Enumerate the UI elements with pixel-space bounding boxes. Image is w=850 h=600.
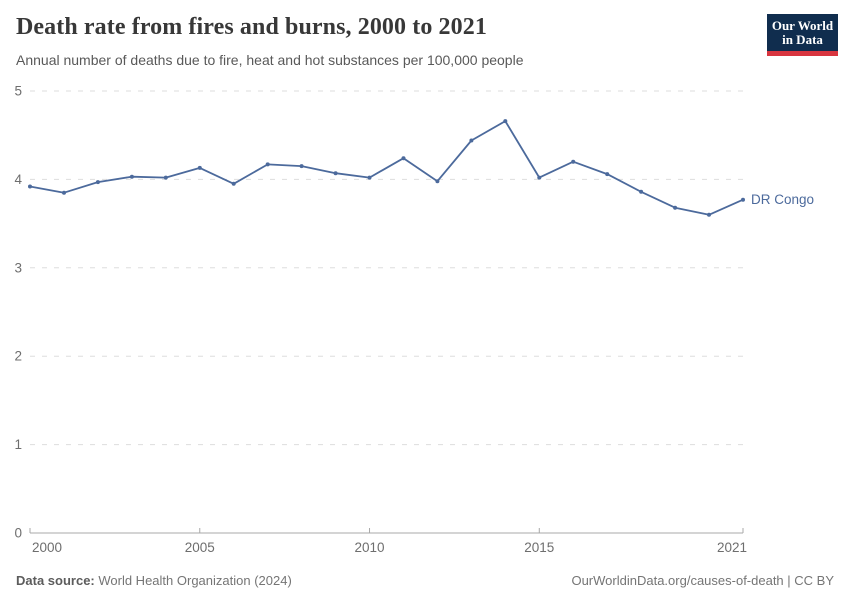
x-tick-label-2010: 2010 <box>355 540 385 555</box>
y-tick-label-5: 5 <box>14 84 22 99</box>
x-tick-label-2021: 2021 <box>717 540 747 555</box>
owid-logo-line2: in Data <box>782 32 823 47</box>
data-point-2007 <box>265 162 270 167</box>
chart-footer: Data source: World Health Organization (… <box>16 573 834 588</box>
page-title: Death rate from fires and burns, 2000 to… <box>16 14 487 40</box>
data-point-2017 <box>605 172 610 177</box>
page-subtitle: Annual number of deaths due to fire, hea… <box>16 52 524 68</box>
data-point-2015 <box>537 175 542 180</box>
data-point-2021 <box>741 197 745 202</box>
data-point-2002 <box>95 180 100 185</box>
owid-logo[interactable]: Our World in Data <box>767 14 838 56</box>
x-tick-label-2005: 2005 <box>185 540 215 555</box>
data-point-2019 <box>673 205 678 210</box>
data-point-2010 <box>367 175 372 180</box>
y-tick-label-3: 3 <box>14 260 22 275</box>
credit-link[interactable]: OurWorldinData.org/causes-of-death | CC … <box>571 573 834 588</box>
data-point-2005 <box>197 165 202 170</box>
line-chart: 0 1 2 3 4 5 2000 2005 2010 2015 2021 DR Congo <box>14 84 814 556</box>
data-source-text: World Health Organization (2024) <box>94 573 292 588</box>
data-point-2008 <box>299 164 304 169</box>
data-point-2016 <box>571 159 576 164</box>
chart-area: 0 1 2 3 4 5 2000 2005 2010 2015 2021 DR Congo <box>0 80 850 556</box>
data-point-2020 <box>707 212 711 217</box>
data-point-2012 <box>435 179 440 184</box>
x-tick-label-2000: 2000 <box>32 540 62 555</box>
series-end-label: DR Congo <box>751 192 814 207</box>
y-tick-label-0: 0 <box>14 526 22 541</box>
y-tick-label-2: 2 <box>14 349 22 364</box>
data-point-2011 <box>401 156 406 161</box>
data-point-2004 <box>163 175 168 180</box>
y-tick-label-4: 4 <box>14 172 22 187</box>
series-line-DR Congo <box>29 120 744 216</box>
data-source-label: Data source: <box>16 573 95 588</box>
data-point-2000 <box>28 184 32 189</box>
data-point-2006 <box>231 181 236 186</box>
data-point-2014 <box>503 119 508 124</box>
data-point-2018 <box>639 189 644 194</box>
owid-logo-line1: Our World <box>771 18 834 33</box>
x-tick-label-2015: 2015 <box>524 540 554 555</box>
y-tick-label-1: 1 <box>14 437 22 452</box>
data-point-2009 <box>333 171 338 176</box>
data-point-2013 <box>469 138 474 143</box>
data-source: Data source: World Health Organization (… <box>16 573 292 588</box>
data-point-2003 <box>129 174 134 179</box>
data-point-2001 <box>62 190 66 195</box>
